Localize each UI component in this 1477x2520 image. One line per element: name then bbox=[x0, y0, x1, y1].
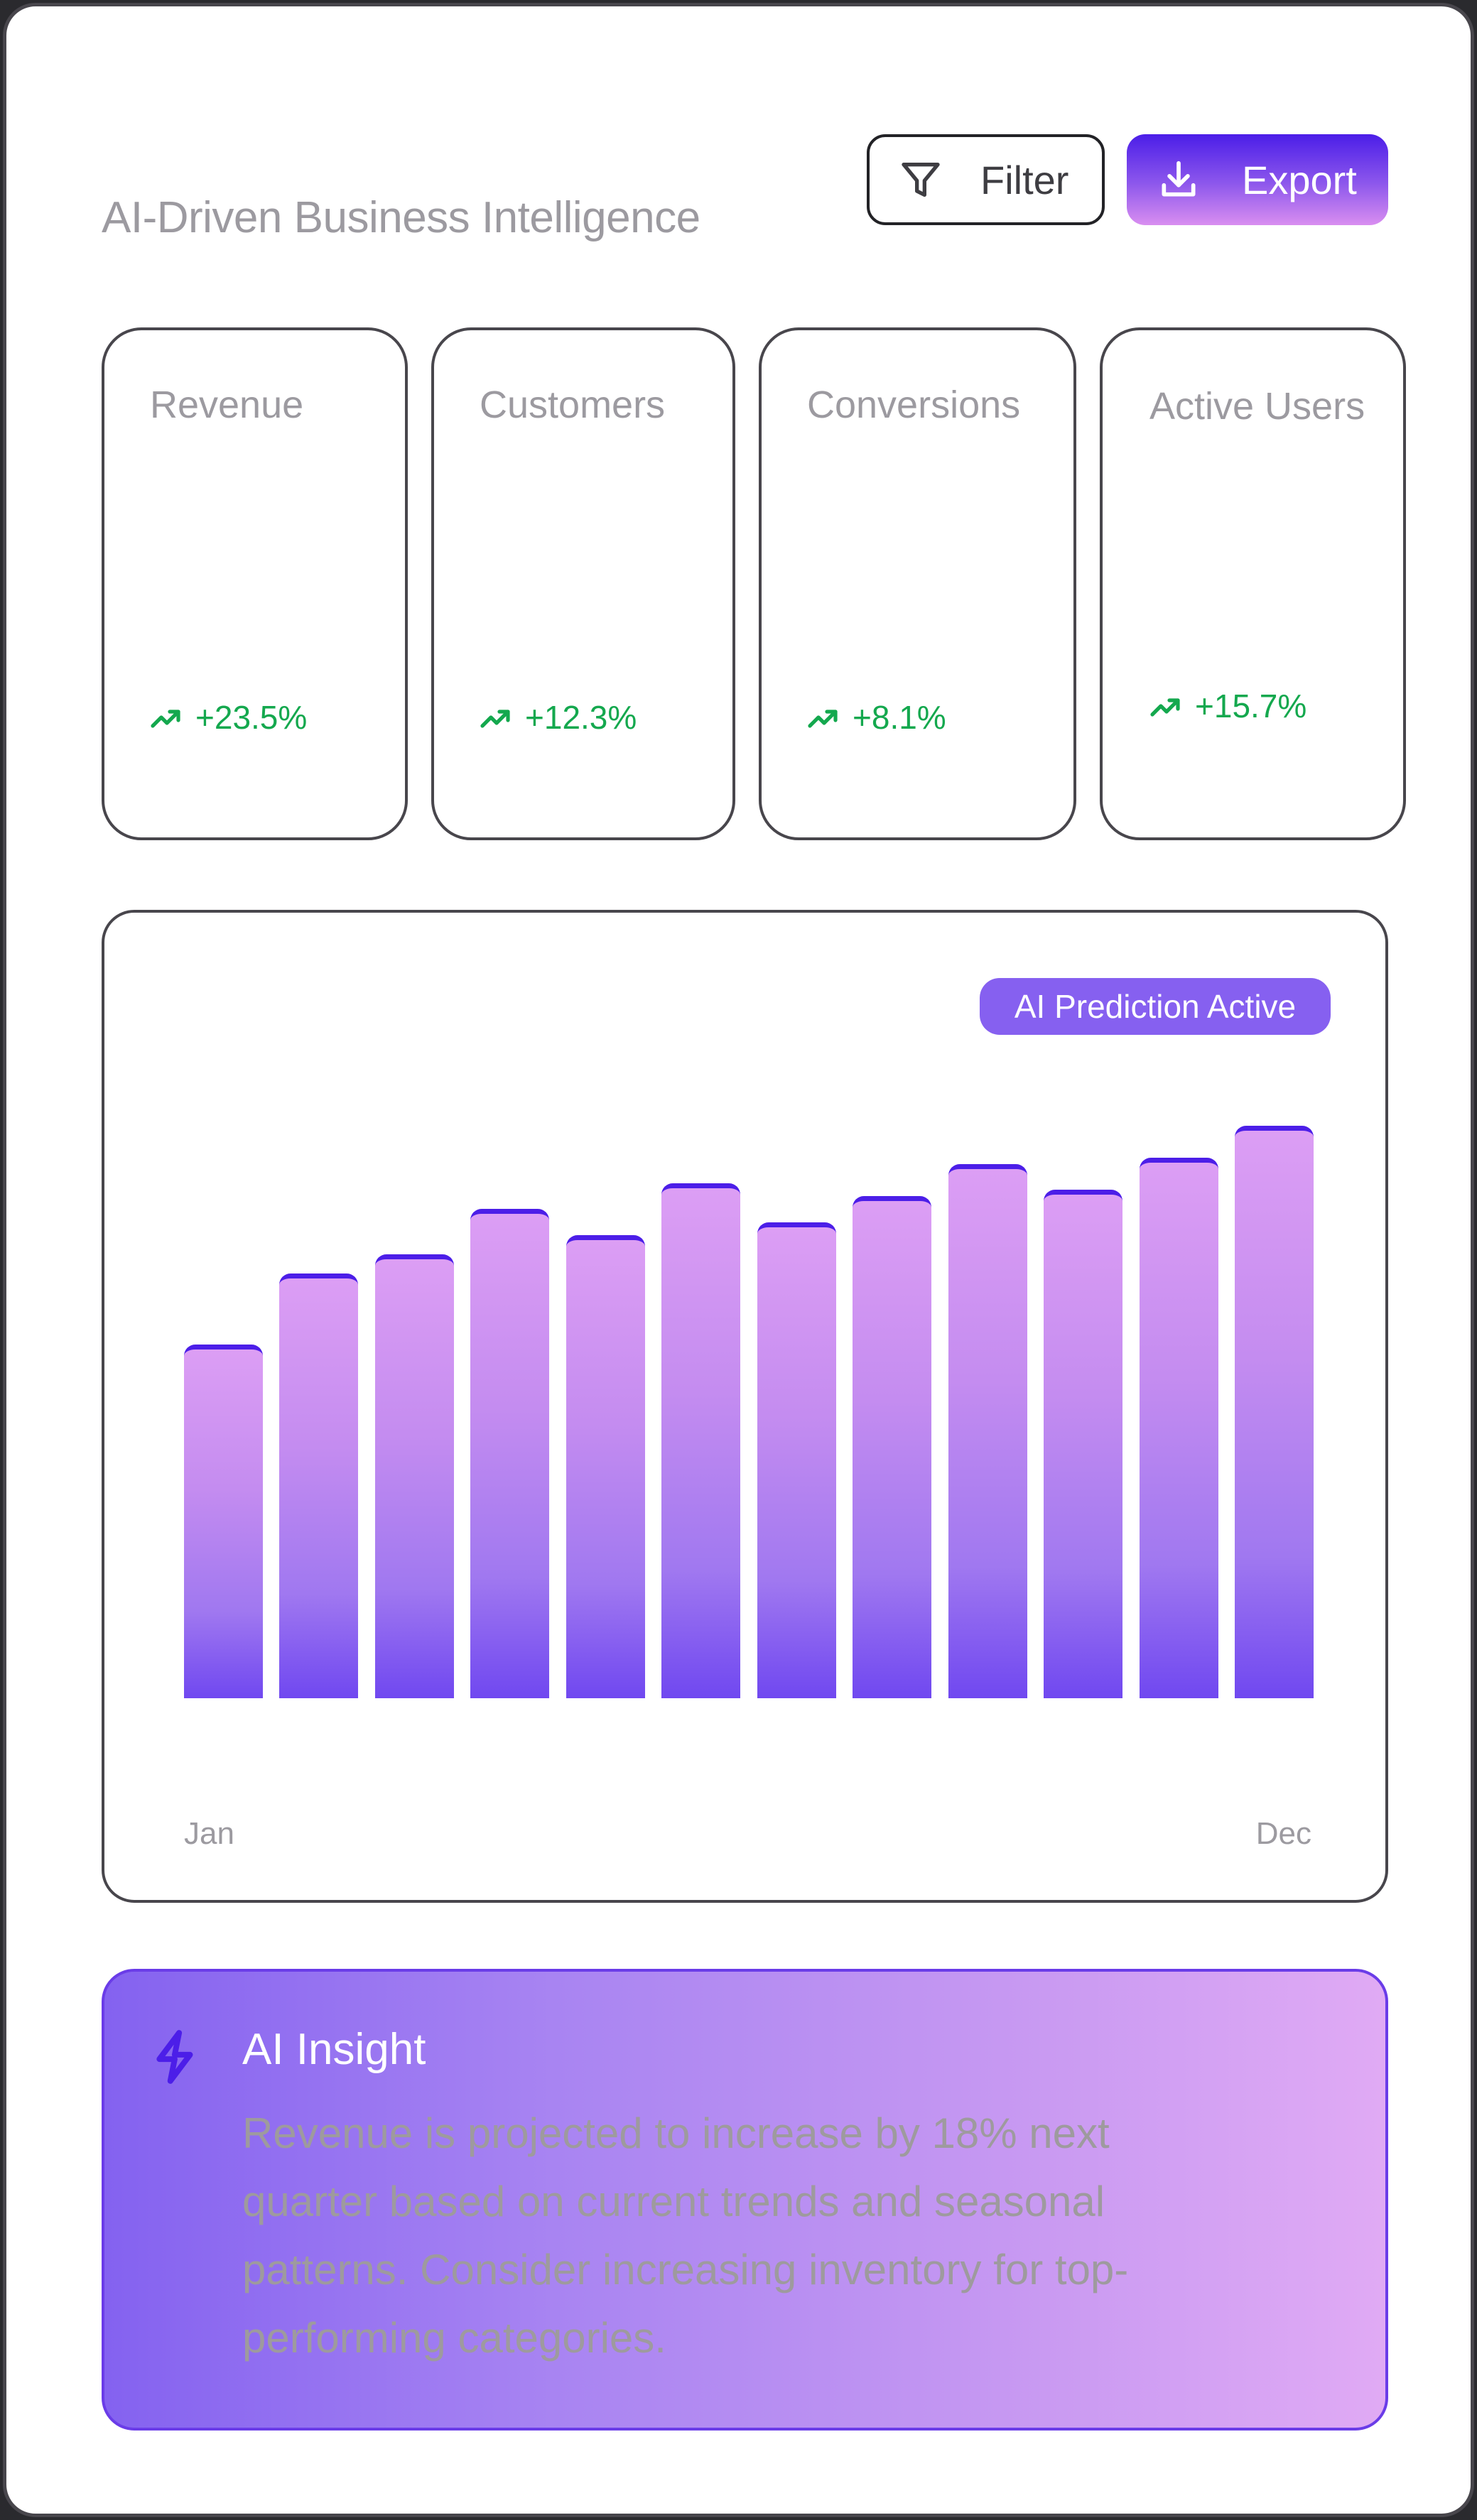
revenue-chart-card: AI Prediction Active Jan Dec bbox=[102, 910, 1388, 1903]
chart-bar-feb[interactable] bbox=[279, 1273, 359, 1698]
insight-body: Revenue is projected to increase by 18% … bbox=[242, 2109, 1129, 2362]
stat-title: Active Users bbox=[1149, 385, 1365, 428]
filter-icon bbox=[902, 163, 940, 197]
chart-bar-dec[interactable] bbox=[1234, 1126, 1314, 1698]
chart-bar-jan[interactable] bbox=[184, 1345, 263, 1698]
export-button-label: Export bbox=[1242, 157, 1357, 202]
chart-bar-nov[interactable] bbox=[1139, 1158, 1218, 1698]
stat-change-value: +8.1% bbox=[853, 699, 946, 736]
stat-change-value: +23.5% bbox=[195, 699, 308, 736]
stat-title: Revenue bbox=[150, 384, 304, 426]
filter-button[interactable]: Filter bbox=[867, 134, 1105, 225]
stat-card-revenue[interactable]: Revenue +23.5% bbox=[102, 327, 408, 840]
chart-bar-may[interactable] bbox=[566, 1235, 645, 1698]
page-title: AI-Driven Business Intelligence bbox=[102, 193, 700, 242]
stat-change-value: +12.3% bbox=[525, 699, 637, 736]
export-button[interactable]: Export bbox=[1127, 134, 1388, 225]
zap-icon bbox=[156, 2030, 193, 2084]
chart-bar-jun[interactable] bbox=[661, 1183, 741, 1698]
stat-title: Conversions bbox=[807, 384, 1021, 426]
stat-change: +23.5% bbox=[150, 698, 307, 737]
download-icon bbox=[1162, 161, 1196, 197]
trending-up-icon bbox=[480, 710, 510, 728]
stat-change-value: +15.7% bbox=[1195, 688, 1307, 724]
insight-title: AI Insight bbox=[242, 2025, 426, 2074]
trending-up-icon bbox=[808, 710, 838, 728]
chart-bar-mar[interactable] bbox=[374, 1254, 454, 1698]
chart-bar-apr[interactable] bbox=[470, 1209, 550, 1698]
stat-card-conversions[interactable]: Conversions +8.1% bbox=[759, 327, 1076, 840]
dashboard-frame: AI-Driven Business Intelligence Filter E… bbox=[3, 3, 1474, 2517]
ai-insight-card: AI Insight Revenue is projected to incre… bbox=[102, 1969, 1388, 2431]
chart-bar-sep[interactable] bbox=[948, 1164, 1027, 1698]
stat-card-active-users[interactable]: Active Users +15.7% bbox=[1100, 327, 1406, 840]
chart-bar-jul[interactable] bbox=[757, 1222, 836, 1698]
stat-card-customers[interactable]: Customers +12.3% bbox=[431, 327, 735, 840]
chart-bar-oct[interactable] bbox=[1044, 1190, 1123, 1698]
chart-bar-aug[interactable] bbox=[853, 1196, 932, 1698]
stat-change: +8.1% bbox=[807, 698, 946, 737]
bar-chart-plot bbox=[184, 1055, 1314, 1698]
stat-change: +12.3% bbox=[480, 698, 637, 737]
trending-up-icon bbox=[151, 710, 180, 728]
ai-prediction-badge: AI Prediction Active bbox=[980, 978, 1331, 1035]
filter-button-label: Filter bbox=[980, 157, 1069, 202]
trending-up-icon bbox=[1150, 698, 1180, 717]
x-axis-label-start: Jan bbox=[184, 1816, 234, 1851]
stat-change: +15.7% bbox=[1149, 687, 1306, 725]
stat-title: Customers bbox=[480, 384, 666, 426]
x-axis-label-end: Dec bbox=[1255, 1816, 1311, 1851]
